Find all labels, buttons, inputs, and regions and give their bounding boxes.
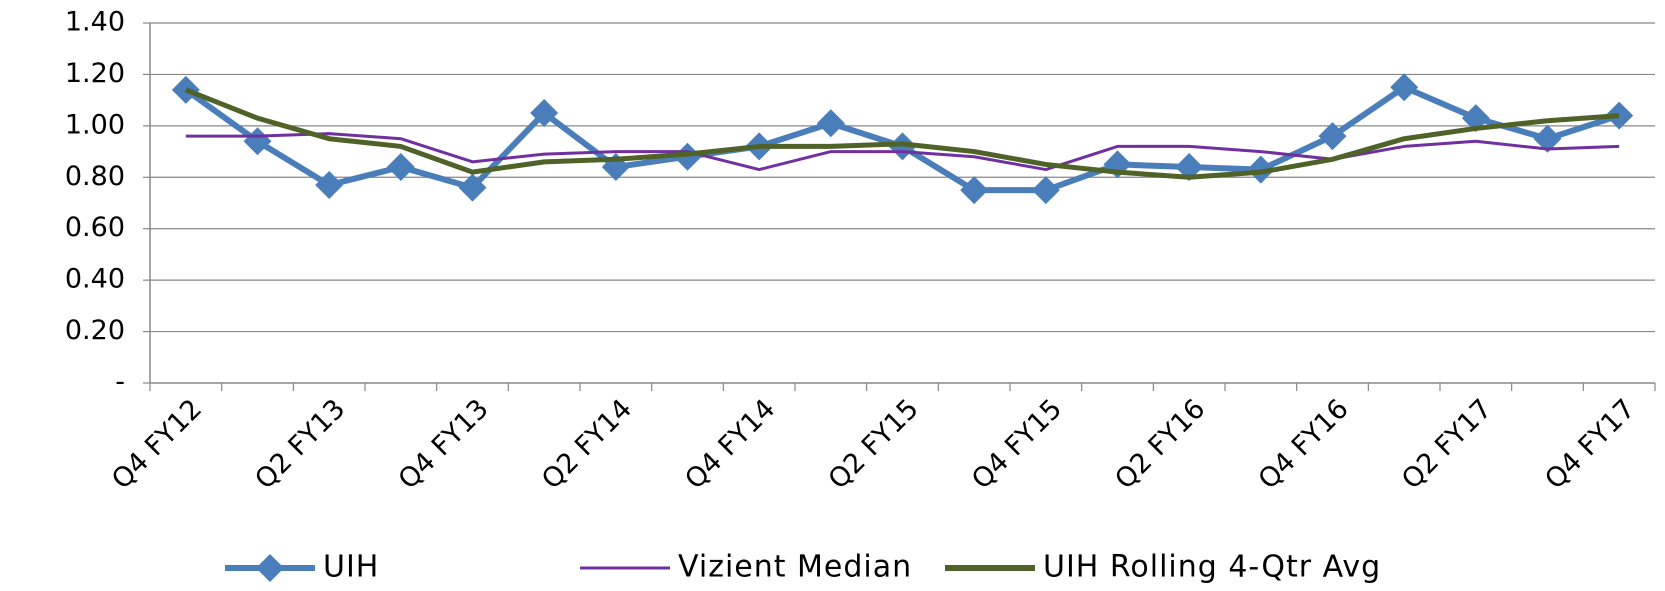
x-tick-label: Q4 FY15 — [966, 393, 1068, 495]
y-tick-label: 0.20 — [65, 315, 125, 346]
y-tick-label: 0.80 — [65, 161, 125, 192]
data-point — [673, 142, 702, 171]
y-tick-label: 0.40 — [65, 264, 125, 295]
data-point — [1031, 176, 1060, 205]
y-tick-label: 1.00 — [65, 109, 125, 140]
y-tick-label: 1.20 — [65, 58, 125, 89]
legend-marker — [256, 554, 284, 582]
data-point — [1533, 124, 1562, 153]
legend-label: UIH — [323, 550, 379, 585]
x-tick-label: Q4 FY14 — [679, 393, 781, 495]
series-line — [184, 87, 1620, 180]
data-point — [1246, 155, 1275, 184]
data-point — [816, 109, 845, 138]
data-point — [458, 173, 487, 202]
y-tick-label: 1.40 — [65, 7, 125, 38]
data-point — [1461, 104, 1490, 133]
y-tick-label: 0.60 — [65, 212, 125, 243]
data-point — [386, 153, 415, 181]
x-tick-label: Q4 FY12 — [106, 393, 208, 495]
data-point — [530, 99, 559, 127]
data-point — [960, 176, 989, 205]
x-tick-label: Q2 FY14 — [536, 393, 638, 495]
data-point — [1318, 122, 1347, 151]
data-point — [315, 171, 344, 199]
x-tick-label: Q4 FY16 — [1253, 393, 1355, 495]
x-tick-label: Q2 FY15 — [823, 393, 925, 495]
x-tick-label: Q4 FY17 — [1539, 393, 1641, 495]
data-point — [1175, 153, 1204, 181]
x-tick-label: Q2 FY16 — [1109, 393, 1211, 495]
legend-label: UIH Rolling 4-Qtr Avg — [1043, 550, 1381, 585]
series-line — [185, 132, 1620, 172]
y-tick-label: - — [115, 367, 125, 398]
data-point — [1390, 73, 1419, 102]
legend-label: Vizient Median — [678, 550, 912, 585]
x-tick-label: Q4 FY13 — [393, 393, 495, 495]
data-point — [243, 127, 272, 156]
x-tick-label: Q2 FY17 — [1396, 393, 1498, 495]
x-tick-label: Q2 FY13 — [249, 393, 351, 495]
